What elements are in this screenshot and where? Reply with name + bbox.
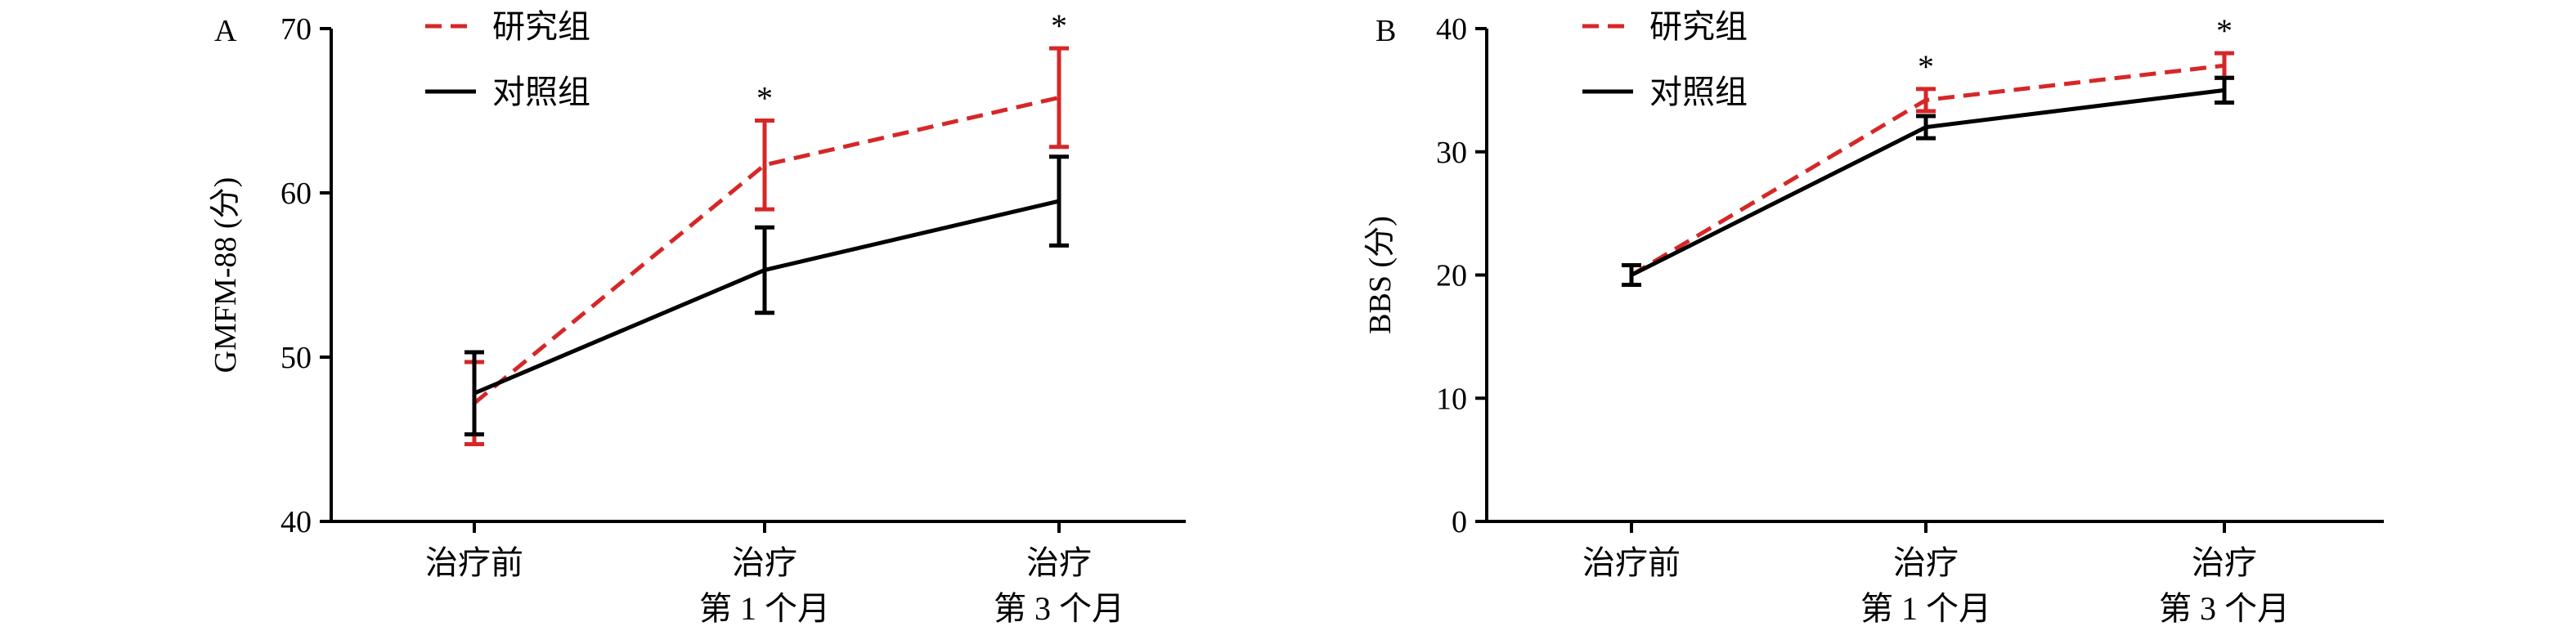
y-tick-label: 40 (1436, 12, 1467, 47)
panel-label: A (214, 14, 237, 48)
y-axis-title: BBS (分) (1363, 216, 1398, 334)
significance-marker: * (1918, 48, 1934, 85)
y-tick-label: 10 (1436, 382, 1467, 416)
y-tick-label: 50 (280, 341, 312, 375)
x-category-label: 第 1 个月 (1860, 590, 1991, 627)
series-study-point (2222, 63, 2227, 68)
x-category-label: 第 3 个月 (994, 590, 1124, 627)
significance-marker: * (2216, 12, 2233, 49)
significance-marker: * (756, 80, 773, 117)
series-control-point (1923, 125, 1928, 130)
series-study-point (1923, 97, 1928, 102)
legend-label-study: 研究组 (492, 8, 590, 45)
y-tick-label: 70 (280, 12, 312, 47)
series-control-point (2222, 87, 2227, 92)
x-category-label: 治疗 (1893, 544, 1959, 581)
x-category-label: 第 3 个月 (2159, 590, 2290, 627)
series-control-point (1057, 199, 1061, 203)
x-category-label: 治疗前 (425, 544, 523, 581)
series-study-point (1057, 95, 1061, 100)
x-category-label: 第 1 个月 (699, 590, 830, 627)
legend-label-study: 研究组 (1649, 8, 1748, 45)
x-category-label: 治疗 (732, 544, 797, 581)
y-tick-label: 20 (1436, 259, 1467, 293)
y-tick-label: 60 (280, 177, 312, 211)
y-tick-label: 30 (1436, 136, 1467, 170)
y-tick-label: 0 (1452, 505, 1467, 539)
panel-label: B (1376, 14, 1396, 48)
series-control-point (762, 267, 767, 272)
legend-label-control: 对照组 (1649, 74, 1748, 110)
series-study-point (762, 163, 767, 168)
x-category-label: 治疗 (2192, 544, 2257, 581)
significance-marker: * (1051, 7, 1067, 44)
y-tick-label: 40 (280, 505, 312, 539)
x-category-label: 治疗前 (1582, 544, 1681, 581)
series-control-point (1629, 273, 1634, 277)
legend-label-control: 对照组 (492, 74, 590, 110)
x-category-label: 治疗 (1026, 544, 1092, 581)
y-axis-title: GMFM-88 (分) (209, 177, 243, 373)
series-control-point (472, 391, 477, 396)
